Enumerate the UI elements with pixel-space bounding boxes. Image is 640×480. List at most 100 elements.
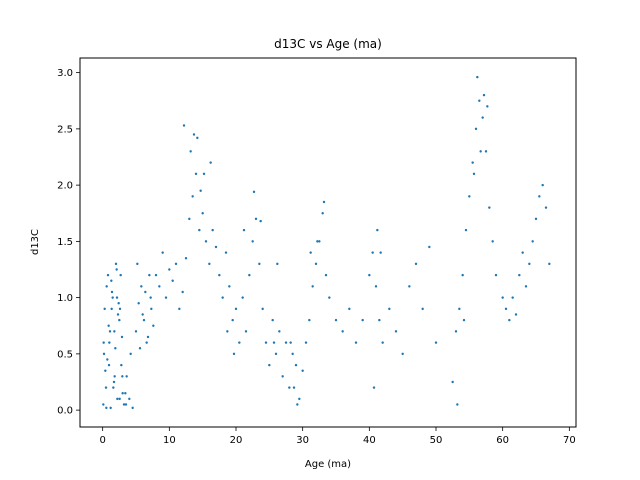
data-point: [178, 307, 181, 311]
data-point: [308, 318, 311, 322]
data-point: [471, 161, 474, 164]
data-point: [251, 240, 254, 243]
data-point: [324, 273, 328, 277]
data-point: [322, 200, 326, 204]
data-point: [106, 273, 110, 277]
data-point: [124, 392, 127, 395]
data-point: [408, 285, 411, 288]
data-point: [171, 279, 174, 282]
data-point: [261, 307, 264, 311]
data-point: [518, 273, 521, 277]
data-point: [296, 403, 299, 406]
data-point: [129, 352, 132, 356]
data-point: [472, 172, 476, 176]
data-point: [194, 172, 198, 176]
data-point: [354, 341, 358, 344]
data-point: [378, 318, 381, 322]
data-point: [252, 190, 256, 194]
data-point: [548, 262, 551, 266]
data-point: [461, 273, 464, 277]
data-point: [301, 369, 304, 372]
data-point: [121, 375, 124, 378]
data-point: [309, 251, 312, 254]
x-axis-label: Age (ma): [305, 459, 351, 470]
data-point: [115, 268, 118, 271]
data-point: [108, 341, 111, 344]
data-point: [271, 318, 274, 322]
data-point: [131, 406, 134, 410]
data-point: [174, 262, 178, 266]
data-point: [146, 335, 150, 339]
data-point: [291, 352, 294, 356]
data-point: [328, 296, 331, 299]
x-tick-label: 20: [230, 435, 243, 446]
data-point: [258, 262, 261, 266]
y-tick-label: 1.5: [57, 237, 73, 248]
data-point: [401, 352, 404, 356]
data-point: [281, 375, 284, 378]
data-point: [521, 251, 524, 254]
data-point: [107, 363, 111, 367]
y-tick-label: 3.0: [57, 68, 73, 79]
data-point: [202, 172, 206, 176]
y-tick-label: 0.0: [57, 406, 73, 417]
data-point: [144, 290, 147, 294]
data-point: [105, 406, 108, 410]
data-point: [481, 116, 484, 119]
data-point: [105, 285, 108, 288]
data-point: [294, 363, 298, 367]
data-point: [388, 307, 391, 311]
data-point: [254, 217, 258, 221]
y-tick-label: 2.0: [57, 181, 73, 192]
data-point: [272, 341, 276, 344]
data-point: [374, 285, 378, 288]
data-point: [318, 240, 321, 243]
data-point: [514, 313, 518, 316]
data-point: [228, 285, 231, 288]
data-point: [107, 324, 110, 327]
data-point: [221, 296, 224, 299]
data-point: [268, 363, 271, 367]
data-point: [137, 302, 140, 305]
x-tick-label: 30: [296, 435, 309, 446]
data-point: [434, 341, 438, 344]
data-point: [148, 273, 151, 277]
data-point: [482, 93, 486, 97]
data-point: [528, 262, 531, 266]
data-point: [192, 133, 196, 136]
data-point: [211, 228, 214, 232]
x-tick-label: 50: [430, 435, 443, 446]
data-point: [379, 251, 382, 254]
data-point: [226, 330, 229, 333]
data-point: [368, 273, 371, 277]
data-point: [120, 363, 123, 367]
data-point: [136, 262, 139, 266]
data-point: [486, 105, 489, 108]
data-point: [109, 406, 112, 410]
data-point: [111, 296, 114, 299]
data-point: [188, 217, 191, 221]
data-point: [120, 335, 124, 339]
x-tick-label: 40: [363, 435, 376, 446]
data-point: [462, 318, 466, 322]
data-point: [113, 330, 116, 333]
data-point: [142, 318, 146, 322]
data-point: [158, 285, 161, 288]
data-point: [348, 307, 351, 311]
data-point: [150, 307, 153, 311]
data-point: [259, 219, 262, 223]
data-point: [274, 352, 278, 356]
data-point: [474, 127, 478, 131]
data-point: [288, 386, 291, 389]
data-point: [421, 307, 424, 311]
data-point: [238, 341, 241, 344]
data-point: [538, 195, 541, 198]
data-point: [191, 195, 194, 198]
data-point: [494, 273, 498, 277]
data-point: [104, 369, 107, 372]
data-point: [534, 217, 538, 221]
data-point: [106, 358, 109, 361]
data-point: [491, 240, 494, 243]
data-point: [102, 403, 105, 406]
